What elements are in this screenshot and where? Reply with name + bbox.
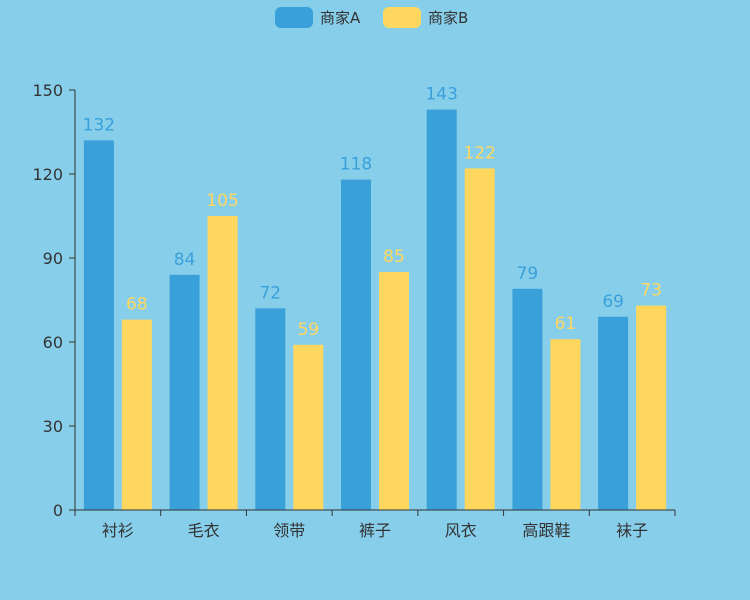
data-label-series2-7: 73 [640,281,662,301]
legend-label-1: 商家A [320,9,361,27]
data-label-series1-4: 118 [340,155,372,175]
bar-series2-6 [550,339,581,510]
y-tick-label-5: 150 [32,81,63,100]
data-label-series1-7: 69 [602,292,624,312]
bar-series1-4 [341,179,371,510]
bar-series1-6 [512,288,543,510]
bar-series2-7 [636,305,667,510]
y-tick-label-1: 30 [43,417,63,436]
bar-series2-3 [293,344,324,510]
x-tick-label-2: 毛衣 [188,521,220,540]
x-tick-label-1: 衬衫 [102,521,134,540]
data-label-series2-5: 122 [463,143,495,163]
bar-series2-4 [379,272,409,510]
data-label-series2-1: 68 [126,295,148,315]
bar-series2-1 [121,319,152,510]
data-label-series1-3: 72 [259,283,281,303]
x-tick-label-4: 裤子 [359,521,391,540]
legend-label-2: 商家B [428,9,468,27]
data-label-series2-3: 59 [297,320,319,340]
legend-swatch-1 [275,7,313,28]
data-label-series2-6: 61 [555,314,577,334]
data-label-series1-6: 79 [517,264,539,284]
legend-swatch-2 [383,7,421,28]
data-label-series1-2: 84 [174,250,196,270]
bar-series2-2 [207,216,238,510]
y-tick-label-4: 120 [32,165,63,184]
bar-series1-2 [169,274,200,510]
bar-series2-5 [464,168,495,510]
x-tick-label-5: 风衣 [445,521,477,540]
y-tick-label-0: 0 [53,501,63,520]
x-tick-label-6: 高跟鞋 [522,521,570,540]
bar-series1-3 [255,308,286,510]
x-tick-label-7: 袜子 [616,521,648,540]
data-label-series1-5: 143 [425,85,457,105]
data-label-series1-1: 132 [83,115,115,135]
bar-series1-5 [426,109,457,510]
y-tick-label-2: 60 [43,333,63,352]
bar-series1-7 [598,316,629,510]
y-tick-label-3: 90 [43,249,63,268]
bar-series1-1 [83,140,114,510]
x-tick-label-3: 领带 [273,521,305,540]
data-label-series2-2: 105 [206,191,238,211]
data-label-series2-4: 85 [383,247,405,267]
